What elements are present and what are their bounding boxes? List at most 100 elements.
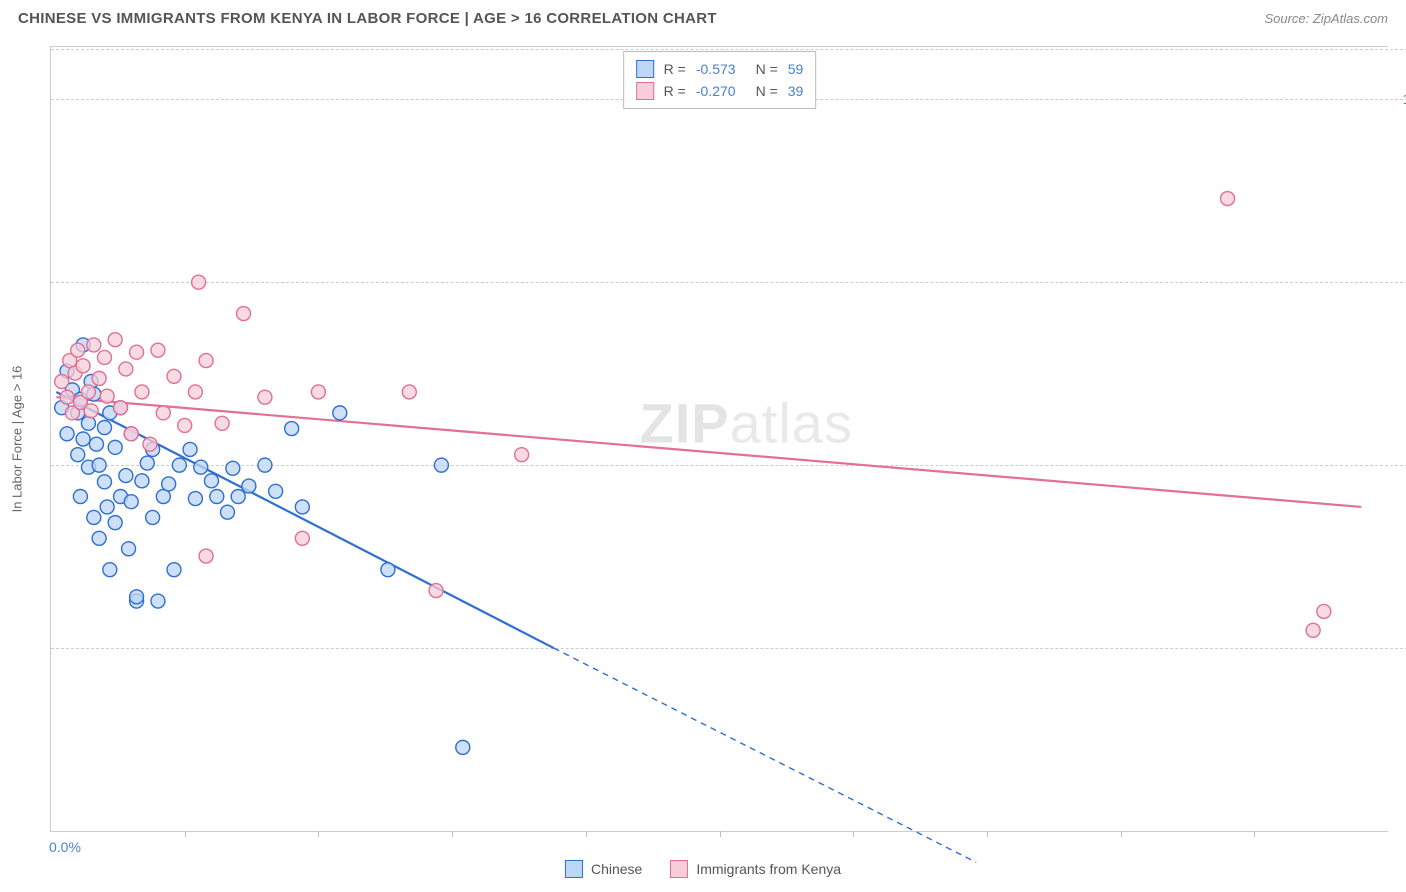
data-point [1221, 192, 1235, 206]
data-point [188, 385, 202, 399]
x-tick [586, 831, 587, 837]
swatch-kenya [670, 860, 688, 878]
data-point [183, 442, 197, 456]
data-point [124, 427, 138, 441]
data-point [84, 404, 98, 418]
data-point [151, 594, 165, 608]
swatch-kenya [636, 82, 654, 100]
x-tick [987, 831, 988, 837]
data-point [1306, 623, 1320, 637]
data-point [143, 437, 157, 451]
data-point [71, 448, 85, 462]
data-point [515, 448, 529, 462]
legend-label: Immigrants from Kenya [696, 861, 841, 877]
y-tick-label: 47.5% [1395, 640, 1406, 656]
data-point [199, 354, 213, 368]
data-point [89, 437, 103, 451]
data-point [60, 427, 74, 441]
regression-line-extrapolated [554, 648, 976, 862]
data-point [119, 469, 133, 483]
y-axis-title: In Labor Force | Age > 16 [10, 366, 25, 513]
data-point [429, 584, 443, 598]
data-point [130, 590, 144, 604]
data-point [92, 458, 106, 472]
data-point [73, 489, 87, 503]
data-point [135, 474, 149, 488]
data-point [178, 418, 192, 432]
x-tick [318, 831, 319, 837]
data-point [87, 510, 101, 524]
stat-r-kenya: -0.270 [696, 83, 736, 99]
x-tick [185, 831, 186, 837]
data-point [108, 440, 122, 454]
stat-r-chinese: -0.573 [696, 61, 736, 77]
data-point [130, 345, 144, 359]
legend-item-chinese: Chinese [565, 860, 642, 878]
legend-label: Chinese [591, 861, 642, 877]
data-point [188, 492, 202, 506]
data-point [100, 389, 114, 403]
data-point [167, 369, 181, 383]
data-point [97, 475, 111, 489]
stat-label-r: R = [664, 61, 686, 77]
data-point [162, 477, 176, 491]
correlation-legend: R = -0.573 N = 59 R = -0.270 N = 39 [623, 51, 817, 109]
legend-row-chinese: R = -0.573 N = 59 [636, 58, 804, 80]
chart-area: In Labor Force | Age > 16 47.5%65.0%82.5… [50, 46, 1388, 832]
data-point [269, 484, 283, 498]
data-point [71, 343, 85, 357]
data-point [60, 390, 74, 404]
data-point [140, 456, 154, 470]
data-point [434, 458, 448, 472]
data-point [311, 385, 325, 399]
data-point [194, 460, 208, 474]
data-point [258, 390, 272, 404]
data-point [220, 505, 234, 519]
data-point [204, 474, 218, 488]
data-point [81, 416, 95, 430]
data-point [1317, 604, 1331, 618]
data-point [167, 563, 181, 577]
data-point [258, 458, 272, 472]
data-point [76, 432, 90, 446]
data-point [215, 416, 229, 430]
data-point [97, 350, 111, 364]
swatch-chinese [565, 860, 583, 878]
data-point [295, 531, 309, 545]
scatter-plot-svg [51, 47, 1388, 831]
legend-row-kenya: R = -0.270 N = 39 [636, 80, 804, 102]
data-point [172, 458, 186, 472]
data-point [114, 401, 128, 415]
data-point [103, 563, 117, 577]
data-point [242, 479, 256, 493]
data-point [456, 740, 470, 754]
x-tick [1121, 831, 1122, 837]
data-point [192, 275, 206, 289]
data-point [237, 307, 251, 321]
data-point [122, 542, 136, 556]
data-point [402, 385, 416, 399]
stat-label-n: N = [756, 83, 778, 99]
x-tick [853, 831, 854, 837]
stat-label-r: R = [664, 83, 686, 99]
y-tick-label: 65.0% [1395, 457, 1406, 473]
data-point [81, 385, 95, 399]
data-point [87, 338, 101, 352]
data-point [210, 489, 224, 503]
chart-title: CHINESE VS IMMIGRANTS FROM KENYA IN LABO… [18, 10, 717, 27]
data-point [226, 461, 240, 475]
x-tick [1254, 831, 1255, 837]
stat-n-chinese: 59 [788, 61, 804, 77]
data-point [108, 333, 122, 347]
stat-n-kenya: 39 [788, 83, 804, 99]
data-point [55, 375, 69, 389]
data-point [100, 500, 114, 514]
data-point [124, 495, 138, 509]
data-point [199, 549, 213, 563]
data-point [151, 343, 165, 357]
series-legend: Chinese Immigrants from Kenya [565, 860, 841, 878]
legend-item-kenya: Immigrants from Kenya [670, 860, 841, 878]
data-point [381, 563, 395, 577]
data-point [146, 510, 160, 524]
data-point [92, 371, 106, 385]
